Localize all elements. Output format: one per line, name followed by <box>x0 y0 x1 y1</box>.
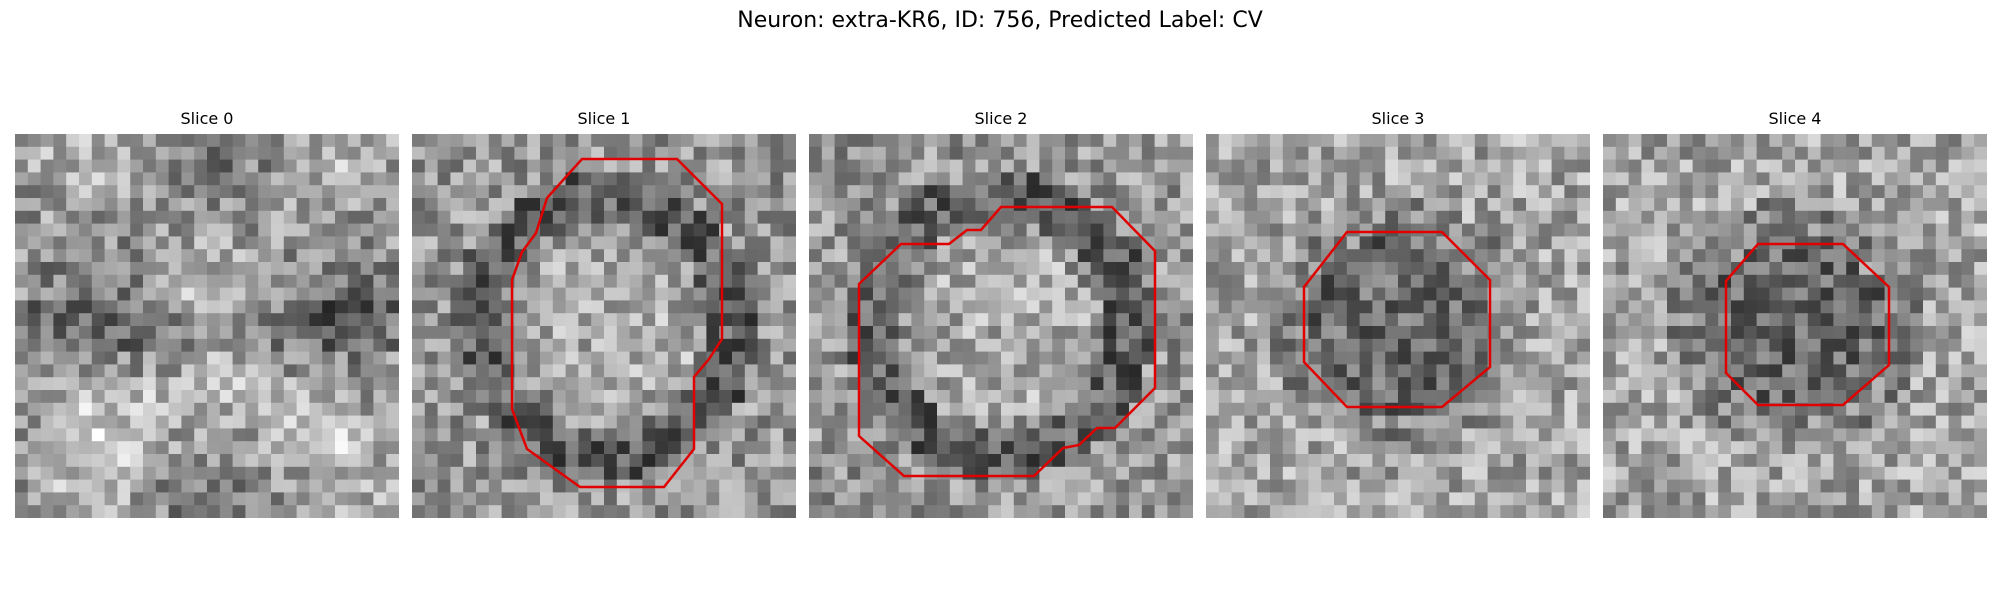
slice-panel-4: Slice 4 <box>1603 109 1987 519</box>
slice-image <box>1603 134 1987 518</box>
slice-title: Slice 0 <box>180 109 234 128</box>
segmentation-contour <box>857 205 1157 478</box>
slice-title: Slice 3 <box>1371 109 1425 128</box>
slice-panel-3: Slice 3 <box>1206 109 1590 519</box>
slice-panel-1: Slice 1 <box>412 109 796 519</box>
slice-image <box>15 134 399 518</box>
slice-title: Slice 4 <box>1768 109 1822 128</box>
slice-image <box>412 134 796 518</box>
segmentation-contour <box>1724 242 1891 407</box>
slice-panel-2: Slice 2 <box>809 109 1193 519</box>
slice-title: Slice 2 <box>974 109 1028 128</box>
segmentation-contour <box>1302 230 1492 409</box>
segmentation-contour <box>510 157 724 489</box>
slice-image <box>809 134 1193 518</box>
figure-title: Neuron: extra-KR6, ID: 756, Predicted La… <box>737 8 1263 33</box>
slice-panel-0: Slice 0 <box>15 109 399 519</box>
slice-image <box>1206 134 1590 518</box>
slice-title: Slice 1 <box>577 109 631 128</box>
